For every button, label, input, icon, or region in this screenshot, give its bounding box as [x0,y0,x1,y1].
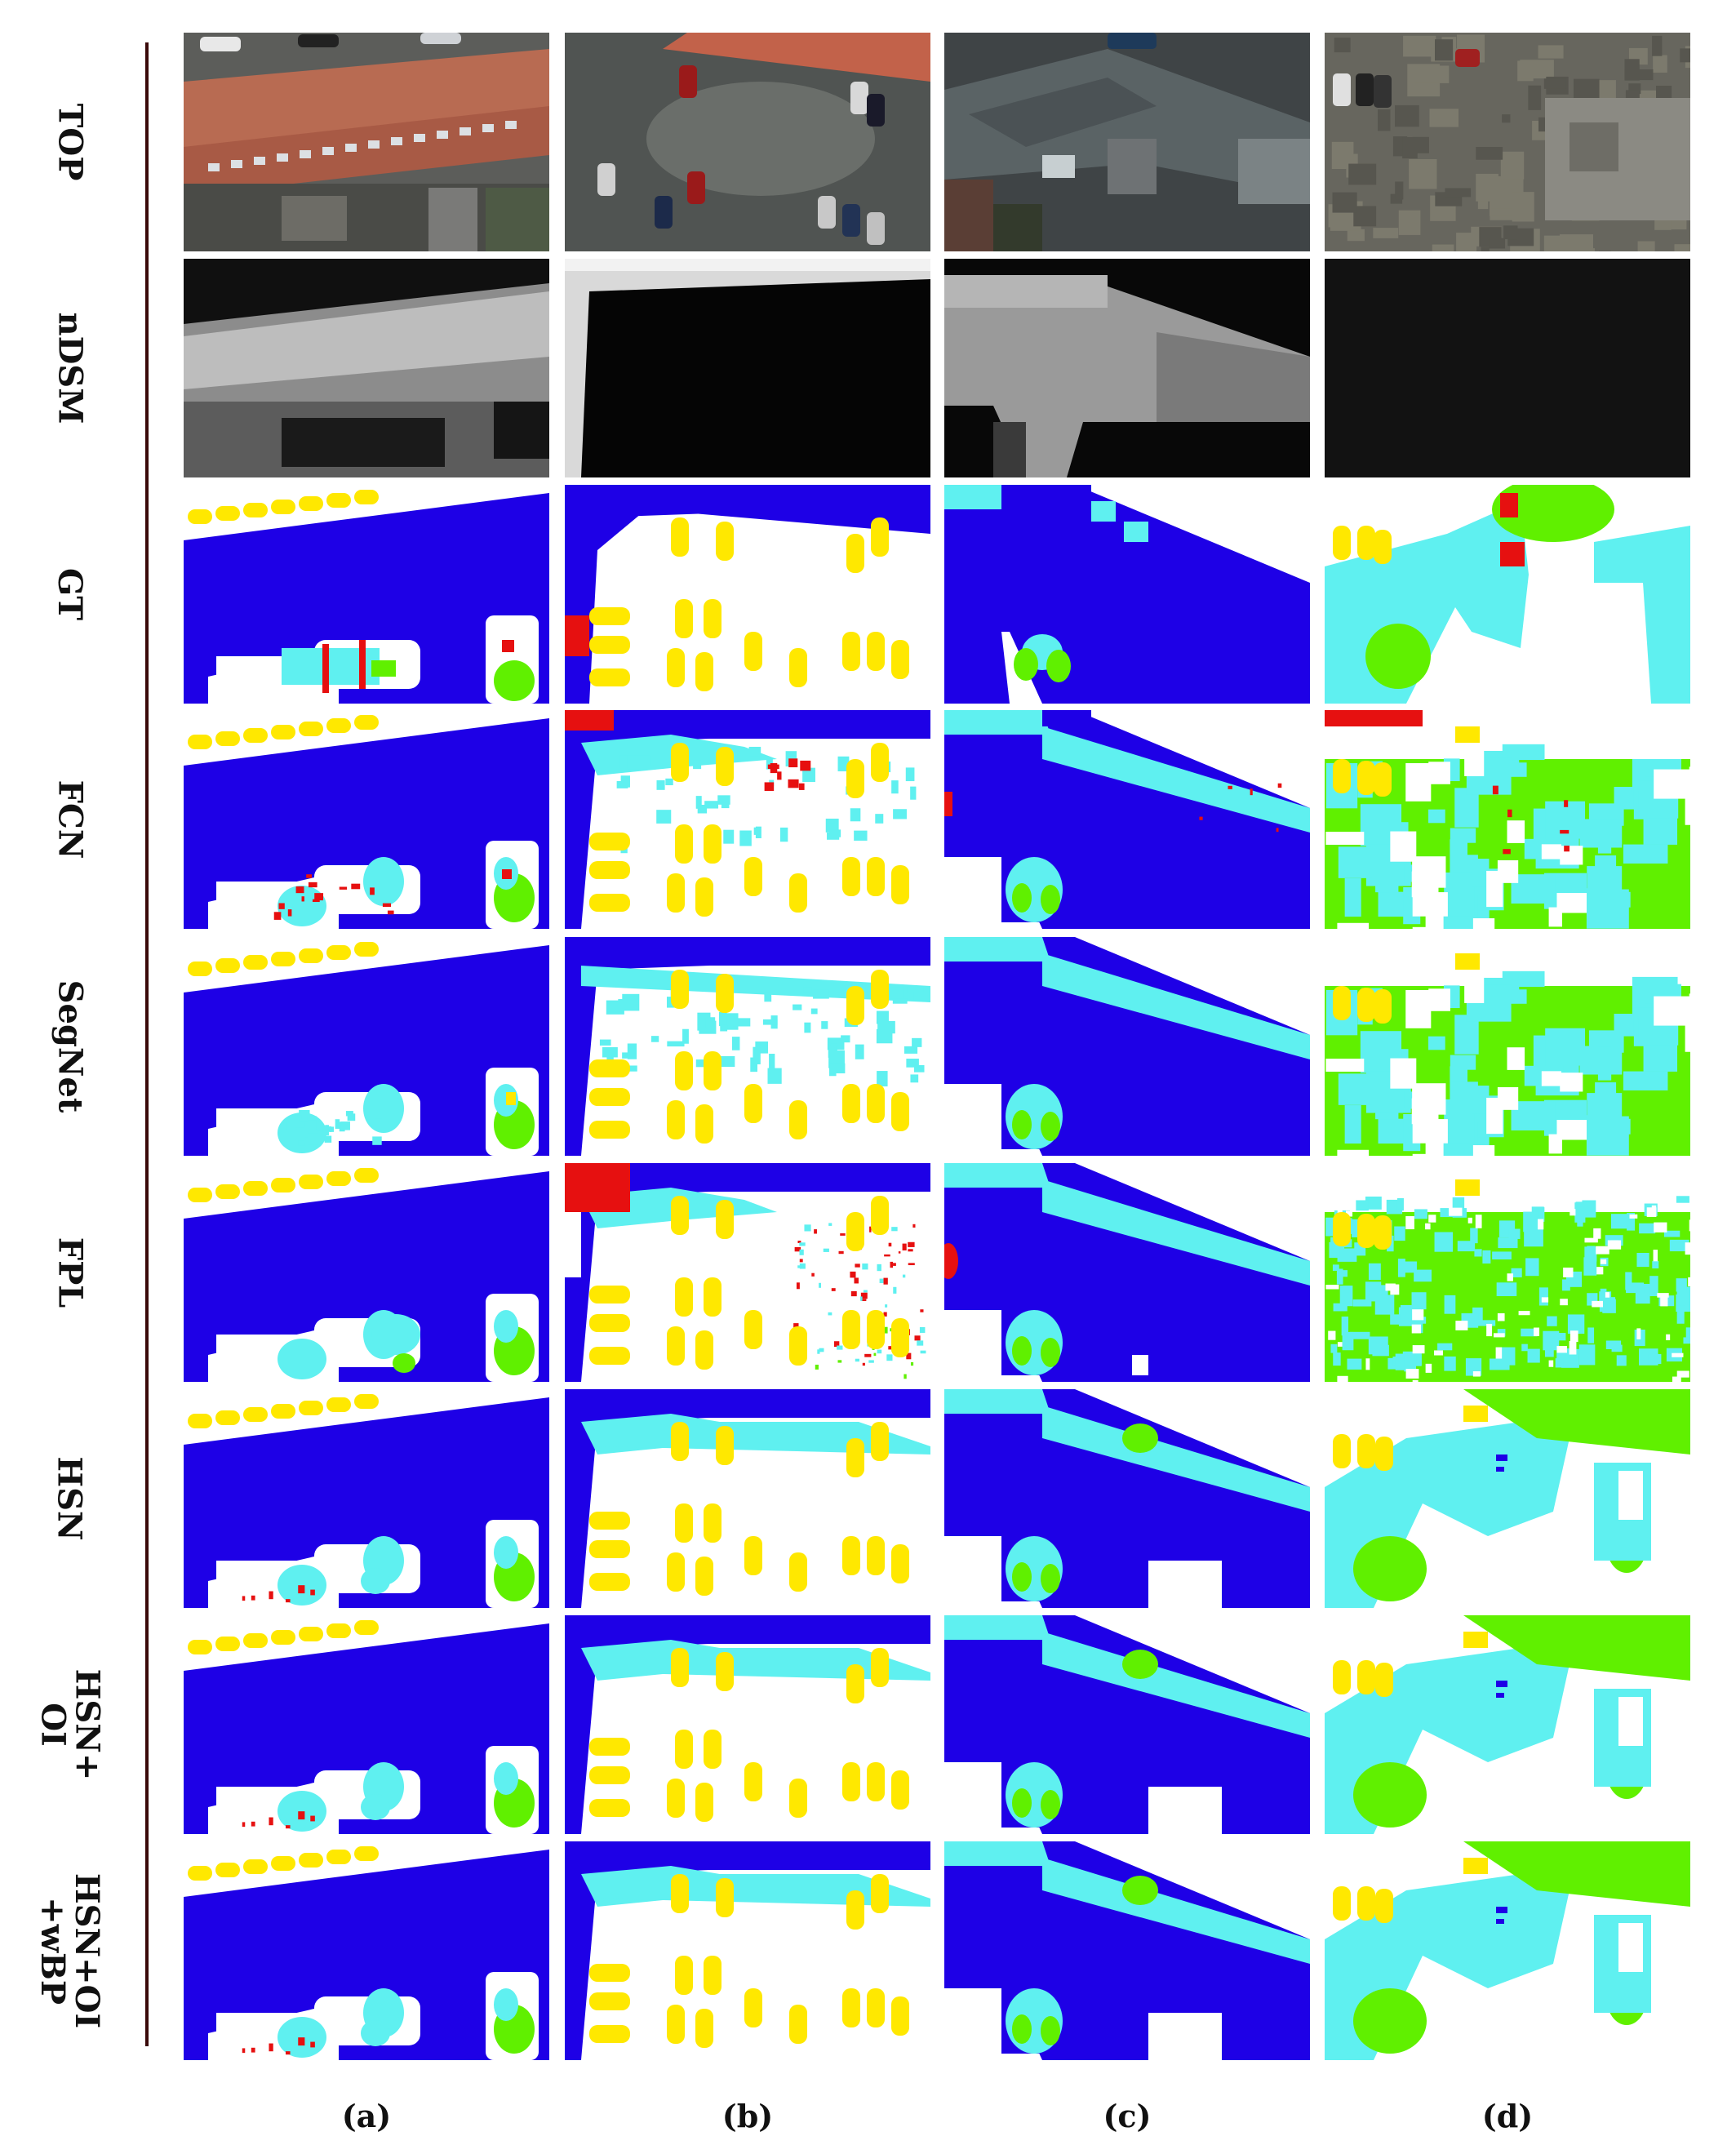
figure-panel-fcn-c [944,710,1310,929]
figure-panel-top-a [184,33,549,251]
figure-panel-hsnoi-c [944,1615,1310,1834]
row-label: TOP [51,103,89,181]
figure-panel-wbp-d [1325,1841,1690,2060]
column-label: (b) [721,2098,774,2134]
figure-panel-gt-c [944,485,1310,704]
figure-panel-fcn-a [184,710,549,929]
column-label: (d) [1481,2098,1534,2134]
figure-panel-dsm-a [184,259,549,477]
column-label: (c) [1103,2098,1152,2134]
figure-panel-fpl-b [565,1163,930,1382]
row-label: FPL [50,1237,89,1308]
row-label: HSN [51,1456,89,1541]
row-label: GT [51,568,89,620]
figure-panel-gt-a [184,485,549,704]
figure-panel-wbp-a [184,1841,549,2060]
figure-panel-hsn-a [184,1389,549,1608]
row-divider-line [145,42,149,2046]
figure-panel-top-b [565,33,930,251]
figure-panel-hsnoi-a [184,1615,549,1834]
row-label: nDSM [51,312,89,424]
figure-panel-fpl-a [184,1163,549,1382]
figure-panel-dsm-b [565,259,930,477]
figure-panel-hsnoi-d [1325,1615,1690,1834]
figure-panel-segnet-a [184,937,549,1156]
figure-panel-gt-d [1325,485,1690,704]
figure-panel-top-c [944,33,1310,251]
figure-panel-fpl-d [1325,1163,1690,1382]
row-label: SegNet [50,979,89,1113]
figure-panel-top-d [1325,33,1690,251]
row-label: HSN+OI +wBP [33,1872,106,2029]
figure-panel-wbp-c [944,1841,1310,2060]
figure-panel-hsn-d [1325,1389,1690,1608]
row-label: HSN+ OI [33,1668,106,1781]
row-label: FCN [50,779,89,859]
figure-panel-segnet-c [944,937,1310,1156]
figure-panel-hsn-b [565,1389,930,1608]
figure-panel-hsnoi-b [565,1615,930,1834]
column-label: (a) [341,2098,392,2134]
figure-panel-hsn-c [944,1389,1310,1608]
figure-panel-fcn-b [565,710,930,929]
figure-panel-gt-b [565,485,930,704]
figure-panel-wbp-b [565,1841,930,2060]
figure-panel-fcn-d [1325,710,1690,929]
figure-panel-segnet-b [565,937,930,1156]
figure-panel-dsm-d [1325,259,1690,477]
figure-panel-fpl-c [944,1163,1310,1382]
figure-panel-dsm-c [944,259,1310,477]
figure-panel-segnet-d [1325,937,1690,1156]
